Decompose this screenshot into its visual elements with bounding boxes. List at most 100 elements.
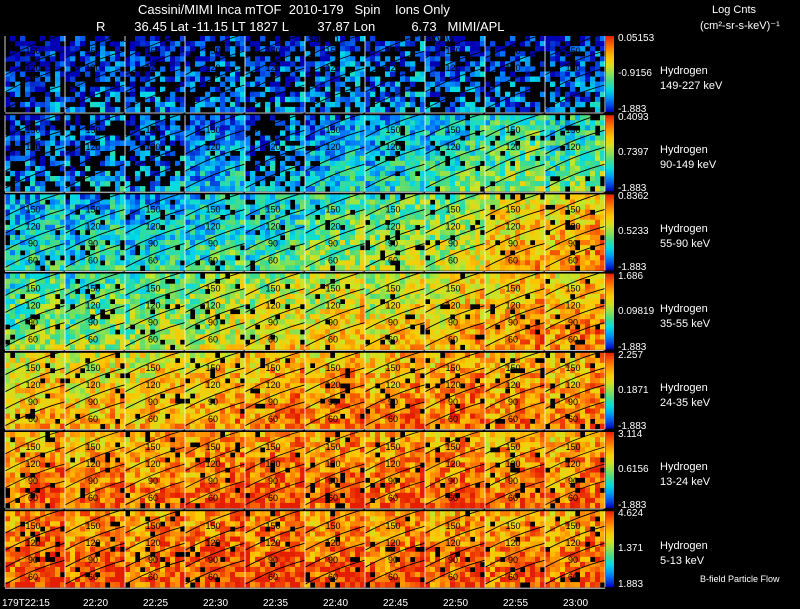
time-tick-label: 22:50 [443,598,469,609]
colorbar [606,115,614,192]
spin-image-cell: 150 120 90 60 [364,191,426,271]
contour-label: 90 [328,238,338,248]
energy-range-label: 5-13 keV [660,555,705,568]
contour-label: 150 [205,204,220,214]
contour-label: 90 [208,555,218,565]
contour-label: 150 [145,284,160,294]
contour-label: 120 [145,63,160,73]
contour-label: 150 [565,46,580,56]
contour-label: 60 [208,572,218,582]
contour-label: 150 [205,46,220,56]
spin-image-cell: 150 120 90 60 [124,271,186,350]
spin-image-cell: 150 120 90 60 [244,350,306,430]
contour-label: 120 [385,63,400,73]
spin-image-cell: 150 120 90 60 [124,508,186,588]
contour-label: 120 [385,221,400,231]
colorbar-units: (cm²-sr-s-keV)⁻¹ [700,20,780,32]
contour-label: 150 [505,125,520,135]
spin-image-cell: 150 120 90 60 [184,429,246,509]
energy-panel: 150 120 90 60 150 120 90 60 150 120 90 60 150 120 90 60… [4,271,614,352]
contour-label: 60 [148,414,158,424]
contour-label: 120 [265,221,280,231]
contour-label: 60 [148,493,158,503]
contour-label: 150 [565,125,580,135]
spin-image-cell: 150 120 90 60 [424,350,486,430]
species-label: Hydrogen [660,461,708,473]
contour-label: 90 [508,476,518,486]
contour-label: 90 [268,318,278,328]
spin-image-cell: 150 120 90 60 [4,508,66,588]
contour-label: 60 [148,335,158,345]
spin-image-cell: 150 120 90 60 [124,429,186,509]
contour-label: 150 [325,46,340,56]
contour-label: 90 [388,238,398,248]
contour-label: 150 [25,363,40,373]
contour-label: 120 [445,221,460,231]
contour-label: 60 [28,493,38,503]
contour-label: 90 [568,555,578,565]
contour-label: 150 [325,284,340,294]
time-tick-label: 22:25 [143,598,169,609]
contour-label: 90 [448,476,458,486]
time-tick-label: 22:40 [323,598,349,609]
contour-label: 120 [145,221,160,231]
contour-label: 150 [145,442,160,452]
contour-label: 60 [508,255,518,265]
spin-image-cell: 150 120 90 60 [484,429,546,509]
contour-label: 150 [565,521,580,531]
spin-image-cell: 150 120 [64,112,126,192]
contour-label: 150 [85,204,100,214]
overlay-label: sky-w [426,33,454,45]
contour-label: 60 [448,335,458,345]
contour-label: 90 [448,238,458,248]
spin-image-cell: 150 120 90 60 [64,191,126,271]
colorbar-mid-label: 0.6156 [618,464,649,475]
spin-image-cell: 150 120 90 60 [424,271,486,350]
contour-label: 120 [445,63,460,73]
contour-label: 90 [448,397,458,407]
bfield-particle-flow-note: B-field Particle Flow [700,574,780,584]
contour-label: 60 [448,255,458,265]
contour-label: 60 [28,572,38,582]
contour-label: 60 [568,493,578,503]
contour-label: 150 [145,125,160,135]
energy-panel: 150 120 90 60 150 120 90 60 150 120 90 60 150 120 90 60… [4,350,614,431]
spin-image-cell: 150 120 90 60 [184,271,246,350]
contour-label: 120 [565,221,580,231]
contour-label: 150 [505,284,520,294]
contour-label: 90 [388,318,398,328]
spin-image-cell: 150 120 [424,33,486,113]
contour-label: 120 [565,301,580,311]
contour-label: 150 [505,204,520,214]
contour-label: 60 [88,255,98,265]
contour-label: 150 [265,521,280,531]
colorbar-min-label: -1.883 [618,341,647,353]
spin-image-cell: 150 120 90 60 [364,508,426,588]
contour-label: 120 [325,63,340,73]
contour-label: 120 [325,221,340,231]
energy-panel: 150 120 90 60 150 120 90 60 150 120 90 60 150 120 90 60… [4,508,614,589]
contour-label: 60 [388,572,398,582]
contour-label: 120 [25,459,40,469]
contour-label: 60 [328,414,338,424]
contour-label: 60 [508,572,518,582]
contour-label: 60 [568,255,578,265]
contour-label: 120 [385,380,400,390]
colorbar [606,511,614,588]
contour-label: 120 [265,459,280,469]
contour-label: 120 [25,380,40,390]
contour-label: 150 [145,46,160,56]
contour-label: 150 [565,204,580,214]
species-label: Hydrogen [660,223,708,236]
contour-label: 150 [385,204,400,214]
contour-label: 120 [265,538,280,548]
energy-range-label: 149-227 keV [660,80,723,92]
contour-label: 60 [268,493,278,503]
contour-label: 120 [445,459,460,469]
contour-label: 60 [568,335,578,345]
spin-image-cell: 150 120 90 60 [124,350,186,430]
spin-image-cell: 150 120 [244,112,306,192]
energy-range-label: 35-55 keV [660,317,711,330]
spin-image-cell: 150 120 [424,112,486,192]
species-label: Hydrogen [660,381,708,394]
